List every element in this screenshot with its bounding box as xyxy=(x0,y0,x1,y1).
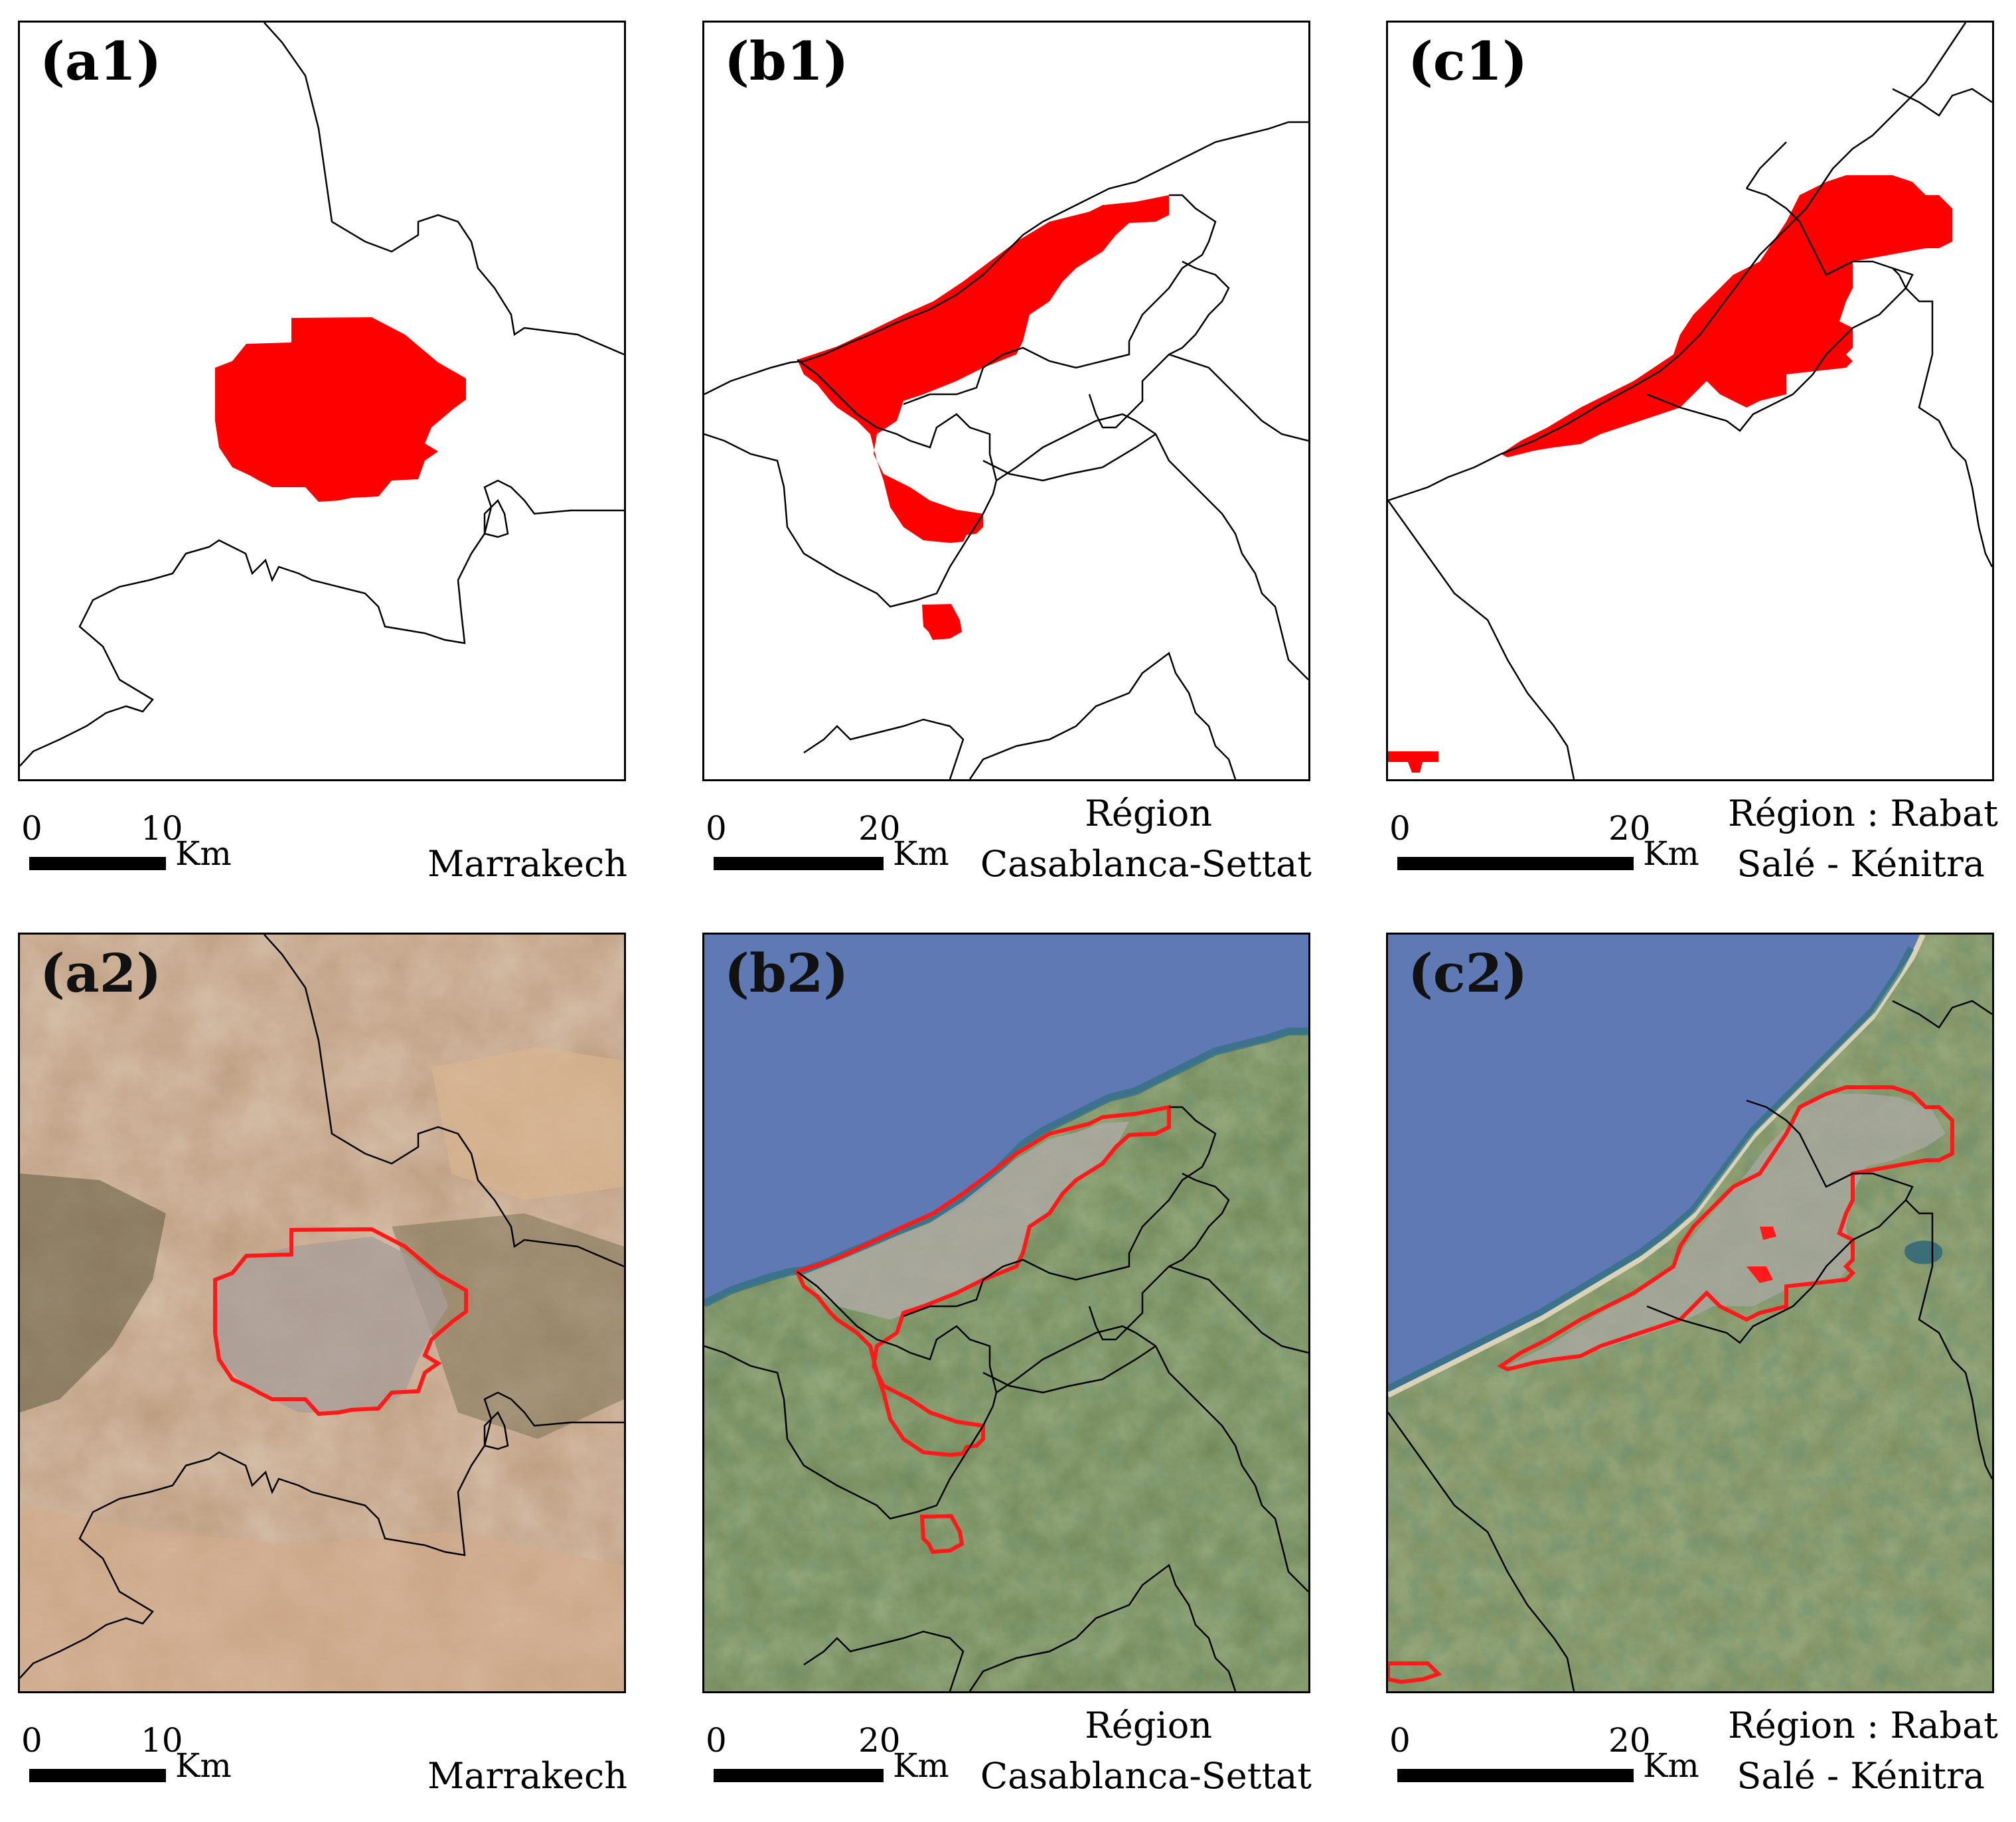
region-line2: Marrakech xyxy=(427,1755,627,1797)
panel-label-c2: (c2) xyxy=(1408,942,1528,1004)
urban-extent-casablanca xyxy=(797,195,1169,543)
map-panel-b1: (b1) xyxy=(702,21,1310,781)
scalebar-a2: 0 10 Km xyxy=(21,1724,234,1790)
panel-label-a2: (a2) xyxy=(40,942,162,1004)
region-line2: Marrakech xyxy=(427,843,627,885)
scalebar-distance: 20 xyxy=(1608,809,1651,848)
scalebar-unit: Km xyxy=(175,1746,232,1785)
region-name-a1: ​ Marrakech xyxy=(292,789,627,889)
scalebar-bar xyxy=(29,1769,166,1782)
urban-extent-outline-satellite-town xyxy=(919,1513,965,1555)
urban-extent-outline-rabat-sale-kenitra xyxy=(1497,1085,1954,1372)
region-line1: Région xyxy=(1085,793,1212,834)
scalebar-bar xyxy=(1397,857,1634,870)
scalebar-bar xyxy=(1397,1769,1634,1782)
map-c1-boundaries xyxy=(1388,23,1992,779)
casablanca-urban-fabric xyxy=(804,1122,1129,1320)
urban-extent-outline-marrakech xyxy=(213,1227,468,1416)
light-desert-south xyxy=(20,1505,624,1691)
map-a1-boundaries xyxy=(20,23,624,767)
panel-label-c1: (c1) xyxy=(1408,30,1528,92)
district-boundaries xyxy=(20,935,624,1679)
region-line2: Salé - Kénitra xyxy=(1737,1755,1985,1797)
red-patch-inner-1 xyxy=(1760,1227,1776,1240)
scalebar-unit: Km xyxy=(175,834,232,873)
scalebar-b1: 0 20 Km xyxy=(706,812,958,878)
map-panel-a1: (a1) xyxy=(18,21,626,781)
scalebar-zero: 0 xyxy=(21,809,42,848)
scalebar-bar xyxy=(714,857,884,870)
scalebar-bar xyxy=(29,857,166,870)
scalebar-zero: 0 xyxy=(21,1721,42,1760)
scalebar-zero: 0 xyxy=(706,809,727,848)
coast-beach xyxy=(1388,935,1926,1398)
urban-extent-outline-small-patch xyxy=(1388,1661,1442,1685)
urban-extent-marrakech xyxy=(215,317,466,502)
map-panel-a2: (a2) xyxy=(18,933,626,1693)
satellite-c2 xyxy=(1388,935,1992,1691)
region-line1: Région xyxy=(1085,1705,1212,1746)
district-boundaries xyxy=(1388,1000,1992,1691)
district-boundaries xyxy=(20,23,624,767)
map-b1-boundaries xyxy=(704,121,1308,779)
rabat-sale-urban-fabric xyxy=(1508,1094,1946,1366)
region-line2: Casablanca-Settat xyxy=(980,1755,1312,1797)
scalebar-b2: 0 20 Km xyxy=(706,1724,958,1790)
scalebar-distance: 20 xyxy=(858,1721,901,1760)
scalebar-distance: 10 xyxy=(141,809,183,848)
coastline-and-boundaries xyxy=(1388,23,1992,779)
scalebar-distance: 10 xyxy=(141,1721,183,1760)
region-line2: Salé - Kénitra xyxy=(1737,843,1985,885)
scalebar-distance: 20 xyxy=(1608,1721,1651,1760)
region-name-b2: Région Casablanca-Settat xyxy=(956,1701,1312,1801)
dark-farmland-west xyxy=(20,1174,166,1412)
map-panel-b2: (b2) xyxy=(702,933,1310,1693)
region-name-c2: Région : Rabat Salé - Kénitra xyxy=(1686,1701,1998,1801)
scalebar-zero: 0 xyxy=(706,1721,727,1760)
light-desert-northeast xyxy=(431,1047,624,1200)
scalebar-unit: Km xyxy=(893,834,949,873)
satellite-b2 xyxy=(704,935,1308,1691)
scalebar-unit: Km xyxy=(893,1746,949,1785)
coast-shallow-water xyxy=(1388,946,1914,1392)
red-patch-inner-2 xyxy=(1746,1266,1773,1283)
district-boundaries xyxy=(704,1106,1308,1691)
coastline-and-boundaries xyxy=(704,121,1308,779)
scalebar-unit: Km xyxy=(1643,1746,1699,1785)
region-name-a2: ​ Marrakech xyxy=(292,1701,627,1801)
region-line1: Région : Rabat xyxy=(1728,793,1998,834)
region-line2: Casablanca-Settat xyxy=(980,843,1312,885)
scalebar-zero: 0 xyxy=(1389,1721,1411,1760)
satellite-a2 xyxy=(20,935,624,1691)
atlantic-ocean xyxy=(704,935,1308,1306)
scalebar-distance: 20 xyxy=(858,809,901,848)
scalebar-unit: Km xyxy=(1643,834,1699,873)
region-name-b1: Région Casablanca-Settat xyxy=(956,789,1312,889)
scalebar-zero: 0 xyxy=(1389,809,1411,848)
scalebar-bar xyxy=(714,1769,884,1782)
dark-farmland-east xyxy=(392,1213,624,1439)
marrakech-urban-fabric xyxy=(216,1237,448,1412)
urban-extent-small-patch xyxy=(1388,751,1438,773)
map-panel-c1: (c1) xyxy=(1386,21,1994,781)
urban-extent-rabat-sale-kenitra xyxy=(1501,175,1952,457)
atlantic-ocean xyxy=(1388,935,1919,1393)
region-name-c1: Région : Rabat Salé - Kénitra xyxy=(1686,789,1998,889)
urban-extent-satellite-town xyxy=(922,604,962,640)
panel-label-a1: (a1) xyxy=(40,30,162,92)
panel-label-b1: (b1) xyxy=(724,30,849,92)
region-line1: ​ xyxy=(292,1701,627,1751)
panel-label-b2: (b2) xyxy=(724,942,849,1004)
region-line1: Région : Rabat xyxy=(1728,1705,1998,1746)
scalebar-c2: 0 20 Km xyxy=(1389,1724,1708,1790)
region-line1: ​ xyxy=(292,789,627,839)
map-panel-c2: (c2) xyxy=(1386,933,1994,1693)
urban-extent-outline-casablanca xyxy=(794,1104,1171,1458)
scalebar-c1: 0 20 Km xyxy=(1389,812,1708,878)
scalebar-a1: 0 10 Km xyxy=(21,812,234,878)
